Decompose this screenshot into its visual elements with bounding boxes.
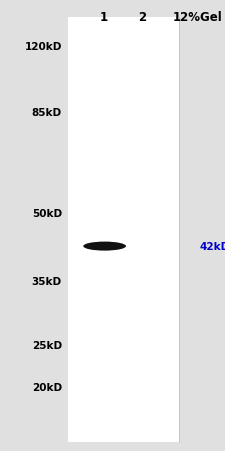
Text: 20kD: 20kD	[32, 382, 62, 392]
Text: 120kD: 120kD	[25, 42, 62, 52]
Text: 1: 1	[99, 11, 108, 24]
Text: 50kD: 50kD	[32, 208, 62, 218]
Text: 2: 2	[138, 11, 146, 24]
Text: 12%Gel: 12%Gel	[173, 11, 223, 24]
Bar	[68, 18, 179, 442]
Text: 85kD: 85kD	[32, 108, 62, 118]
Ellipse shape	[83, 242, 126, 251]
Text: 42kD: 42kD	[199, 242, 225, 252]
Text: 35kD: 35kD	[32, 276, 62, 286]
Text: 25kD: 25kD	[32, 340, 62, 350]
